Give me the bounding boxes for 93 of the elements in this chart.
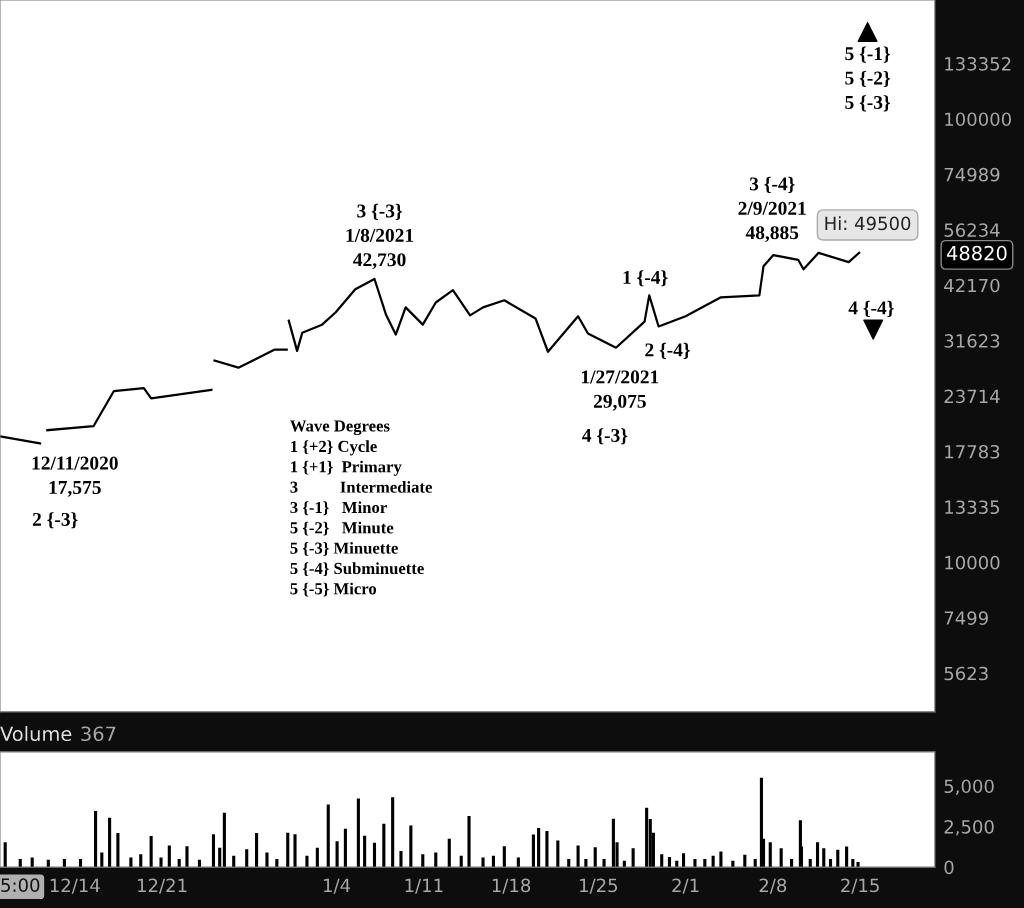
bar xyxy=(139,854,143,868)
annotation: 5 {-1} 5 {-2} 5 {-3} xyxy=(845,46,891,112)
bar xyxy=(363,835,367,868)
bar xyxy=(467,815,471,868)
bar xyxy=(265,852,269,868)
x-tick-label: 2/8 xyxy=(759,878,787,894)
bar xyxy=(719,851,723,868)
bar xyxy=(516,857,520,868)
y-tick-label: 56234 xyxy=(944,223,1000,237)
annotation: 2 {-4} xyxy=(645,342,690,359)
y-tick-label: 74989 xyxy=(944,167,1000,182)
bar xyxy=(129,857,133,868)
annotation: Hi: 49500 xyxy=(825,216,911,231)
y-tick-label: 5623 xyxy=(944,666,988,681)
bar xyxy=(409,825,413,868)
bar xyxy=(693,859,697,868)
bar xyxy=(531,834,535,868)
bar xyxy=(593,847,597,868)
annotation: 3 {-4} 2/9/2021 48,885 xyxy=(738,176,806,243)
bar xyxy=(481,857,485,868)
y-tick-label: 10000 xyxy=(945,555,1000,570)
bar xyxy=(149,836,153,868)
bar xyxy=(185,846,189,868)
bar xyxy=(255,833,259,868)
y-tick-label: 100000 xyxy=(945,112,1011,127)
bar xyxy=(421,854,425,868)
bar xyxy=(545,831,549,868)
bar xyxy=(768,842,772,868)
annotation: 1 {-4} xyxy=(623,270,668,287)
y-tick-label: 2,500 xyxy=(944,819,994,836)
annotation: 1/27/2021 29,075 xyxy=(581,370,659,411)
bar xyxy=(502,846,506,868)
text: 48820 xyxy=(946,245,1007,261)
bar xyxy=(645,807,649,868)
bar xyxy=(382,823,386,868)
annotation: 4 {-4} xyxy=(848,300,894,317)
chart-subtitle: 367 xyxy=(81,726,116,742)
bar xyxy=(856,862,860,868)
annotation: 12/11/2020 17,575 xyxy=(32,456,118,497)
bar xyxy=(815,842,820,868)
bar xyxy=(30,857,34,868)
bar xyxy=(602,859,606,868)
bar xyxy=(116,833,120,868)
annotation: 2 {-3} xyxy=(32,512,78,529)
x-tick-label: 1/25 xyxy=(580,878,618,894)
annotation: 4 {-3} xyxy=(582,428,628,445)
bar xyxy=(293,834,297,868)
bar xyxy=(399,850,403,868)
y-tick-label: 31623 xyxy=(944,334,1000,348)
bar xyxy=(537,828,541,868)
text: 5:00 xyxy=(1,878,40,892)
x-tick-label: 12/14 xyxy=(50,878,100,894)
y-tick-label: 13335 xyxy=(945,500,1000,515)
x-tick-label: 2/15 xyxy=(841,878,879,894)
bar xyxy=(356,798,360,868)
bar xyxy=(326,804,330,868)
y-tick-label: 23714 xyxy=(944,389,1000,404)
bar xyxy=(447,838,451,868)
bar xyxy=(391,797,395,868)
bar xyxy=(3,842,7,868)
bar xyxy=(576,845,580,868)
x-tick-label: 2/1 xyxy=(672,878,699,894)
x-tick-label: 1/4 xyxy=(324,878,351,894)
bar xyxy=(108,817,112,868)
bar xyxy=(305,855,309,868)
bar xyxy=(822,848,826,868)
chart-title: Volume xyxy=(0,726,72,742)
bar xyxy=(631,848,635,868)
bar xyxy=(660,854,664,868)
bar xyxy=(556,840,560,868)
bar xyxy=(335,841,339,868)
annotation: 3 {-3} 1/8/2021 42,730 xyxy=(346,203,414,270)
bar xyxy=(611,818,615,868)
y-tick-label: 0 xyxy=(944,860,954,875)
y-tick-label: 5,000 xyxy=(944,779,994,795)
bar xyxy=(245,849,249,868)
bar xyxy=(222,812,226,868)
text: Wave Degrees 1 {+2} Cycle 1 {+1} Primary 3 Intermediate 3 {-1} Minor 5 {-2} Minute 5 {-3} Minuette 5 {-4} Subminuette 5 {-5} Micro xyxy=(290,420,432,597)
bar xyxy=(94,810,98,868)
x-tick-label: 1/18 xyxy=(492,878,531,894)
bar xyxy=(779,848,783,868)
bar xyxy=(159,857,163,868)
x-tick-label: 1/11 xyxy=(405,878,443,894)
bar xyxy=(286,832,290,868)
bar xyxy=(211,834,216,868)
y-tick-label: 7499 xyxy=(944,611,988,625)
y-tick-label: 42170 xyxy=(944,278,1000,293)
bar xyxy=(372,842,377,868)
y-tick-label: 17783 xyxy=(945,444,1000,459)
y-tick-label: 133352 xyxy=(945,56,1011,71)
bar xyxy=(343,828,347,868)
x-tick-label: 12/21 xyxy=(138,878,187,894)
bar xyxy=(167,845,171,868)
